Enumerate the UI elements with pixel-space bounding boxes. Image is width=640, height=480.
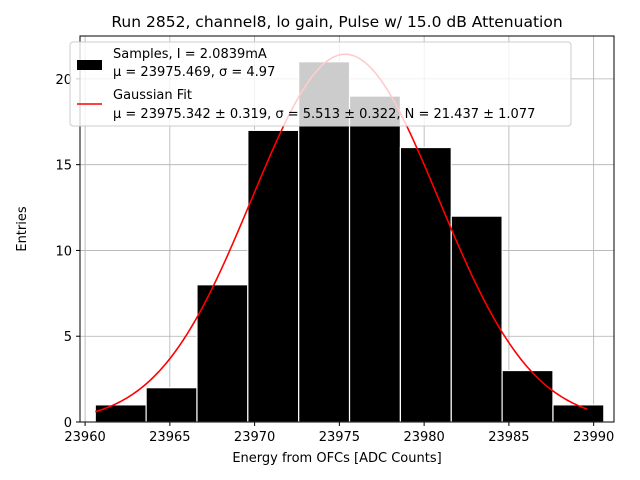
legend-samples-label: Samples, I = 2.0839mA [113, 47, 267, 62]
legend-samples-stats: μ = 23975.469, σ = 4.97 [113, 65, 275, 80]
x-tick-label-5: 23985 [488, 430, 529, 445]
chart-title: Run 2852, channel8, lo gain, Pulse w/ 15… [111, 13, 562, 31]
legend-fit-stats: μ = 23975.342 ± 0.319, σ = 5.513 ± 0.322… [113, 107, 535, 122]
axis-ticks: 23960 23965 23970 23975 23980 23985 23990 0 5 10 1… [55, 73, 614, 445]
x-tick-label-0: 23960 [64, 430, 105, 445]
y-tick-label-4: 20 [55, 73, 72, 88]
x-tick-label-3: 23975 [319, 430, 360, 445]
legend-fit-label: Gaussian Fit [113, 88, 192, 103]
histogram-bar-9 [552, 404, 605, 423]
x-tick-label-2: 23970 [234, 430, 275, 445]
histogram-bar-8 [501, 369, 554, 423]
histogram-bar-2 [196, 284, 249, 423]
legend-samples-swatch [77, 60, 102, 70]
y-tick-label-3: 15 [55, 159, 72, 174]
histogram-bar-5 [348, 95, 401, 423]
y-tick-label-0: 0 [64, 416, 72, 431]
histogram-bar-3 [247, 129, 300, 423]
axes-frame [79, 35, 615, 423]
histogram-bars [94, 61, 605, 423]
x-tick-label-4: 23980 [403, 430, 444, 445]
y-tick-label-2: 10 [55, 244, 72, 259]
x-tick-label-1: 23965 [149, 430, 190, 445]
legend: Samples, I = 2.0839mA μ = 23975.469, σ =… [69, 41, 572, 127]
histogram-bar-0 [94, 404, 147, 423]
histogram-bar-6 [399, 146, 452, 423]
x-axis-label: Energy from OFCs [ADC Counts] [232, 451, 441, 466]
x-tick-label-6: 23990 [573, 430, 614, 445]
y-axis-label: Entries [15, 206, 30, 252]
legend-box [69, 41, 572, 127]
y-tick-label-1: 5 [64, 330, 72, 345]
histogram-bar-1 [145, 387, 198, 423]
